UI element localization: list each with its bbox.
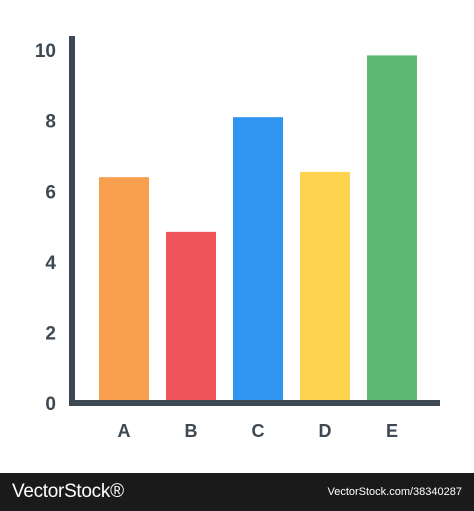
footer-bar: VectorStock® VectorStock.com/38340287 (0, 473, 474, 511)
y-tick-label-0: 0 (45, 394, 56, 415)
image-id-label: VectorStock.com/38340287 (327, 486, 462, 498)
y-tick-label-4: 4 (45, 253, 56, 274)
y-tick-label-2: 2 (45, 323, 56, 344)
bar-c (233, 117, 283, 404)
x-tick-label-c: C (252, 421, 265, 441)
y-tick-labels: 0 2 4 6 8 10 (35, 41, 57, 415)
x-tick-label-e: E (386, 421, 398, 441)
y-tick-label-10: 10 (35, 41, 56, 62)
x-tick-label-d: D (319, 421, 332, 441)
vectorstock-logo: VectorStock® (12, 481, 124, 502)
y-tick-label-6: 6 (45, 182, 56, 203)
x-tick-label-a: A (118, 421, 131, 441)
x-tick-labels: A B C D E (118, 421, 399, 441)
bar-chart: 0 2 4 6 8 10 A B C D E (35, 36, 440, 441)
bar-a (99, 177, 149, 403)
bar-d (300, 171, 350, 403)
y-tick-label-8: 8 (45, 112, 56, 133)
bars-group (99, 55, 417, 404)
bar-b (166, 231, 216, 403)
x-tick-label-b: B (185, 421, 198, 441)
bar-e (367, 55, 417, 403)
